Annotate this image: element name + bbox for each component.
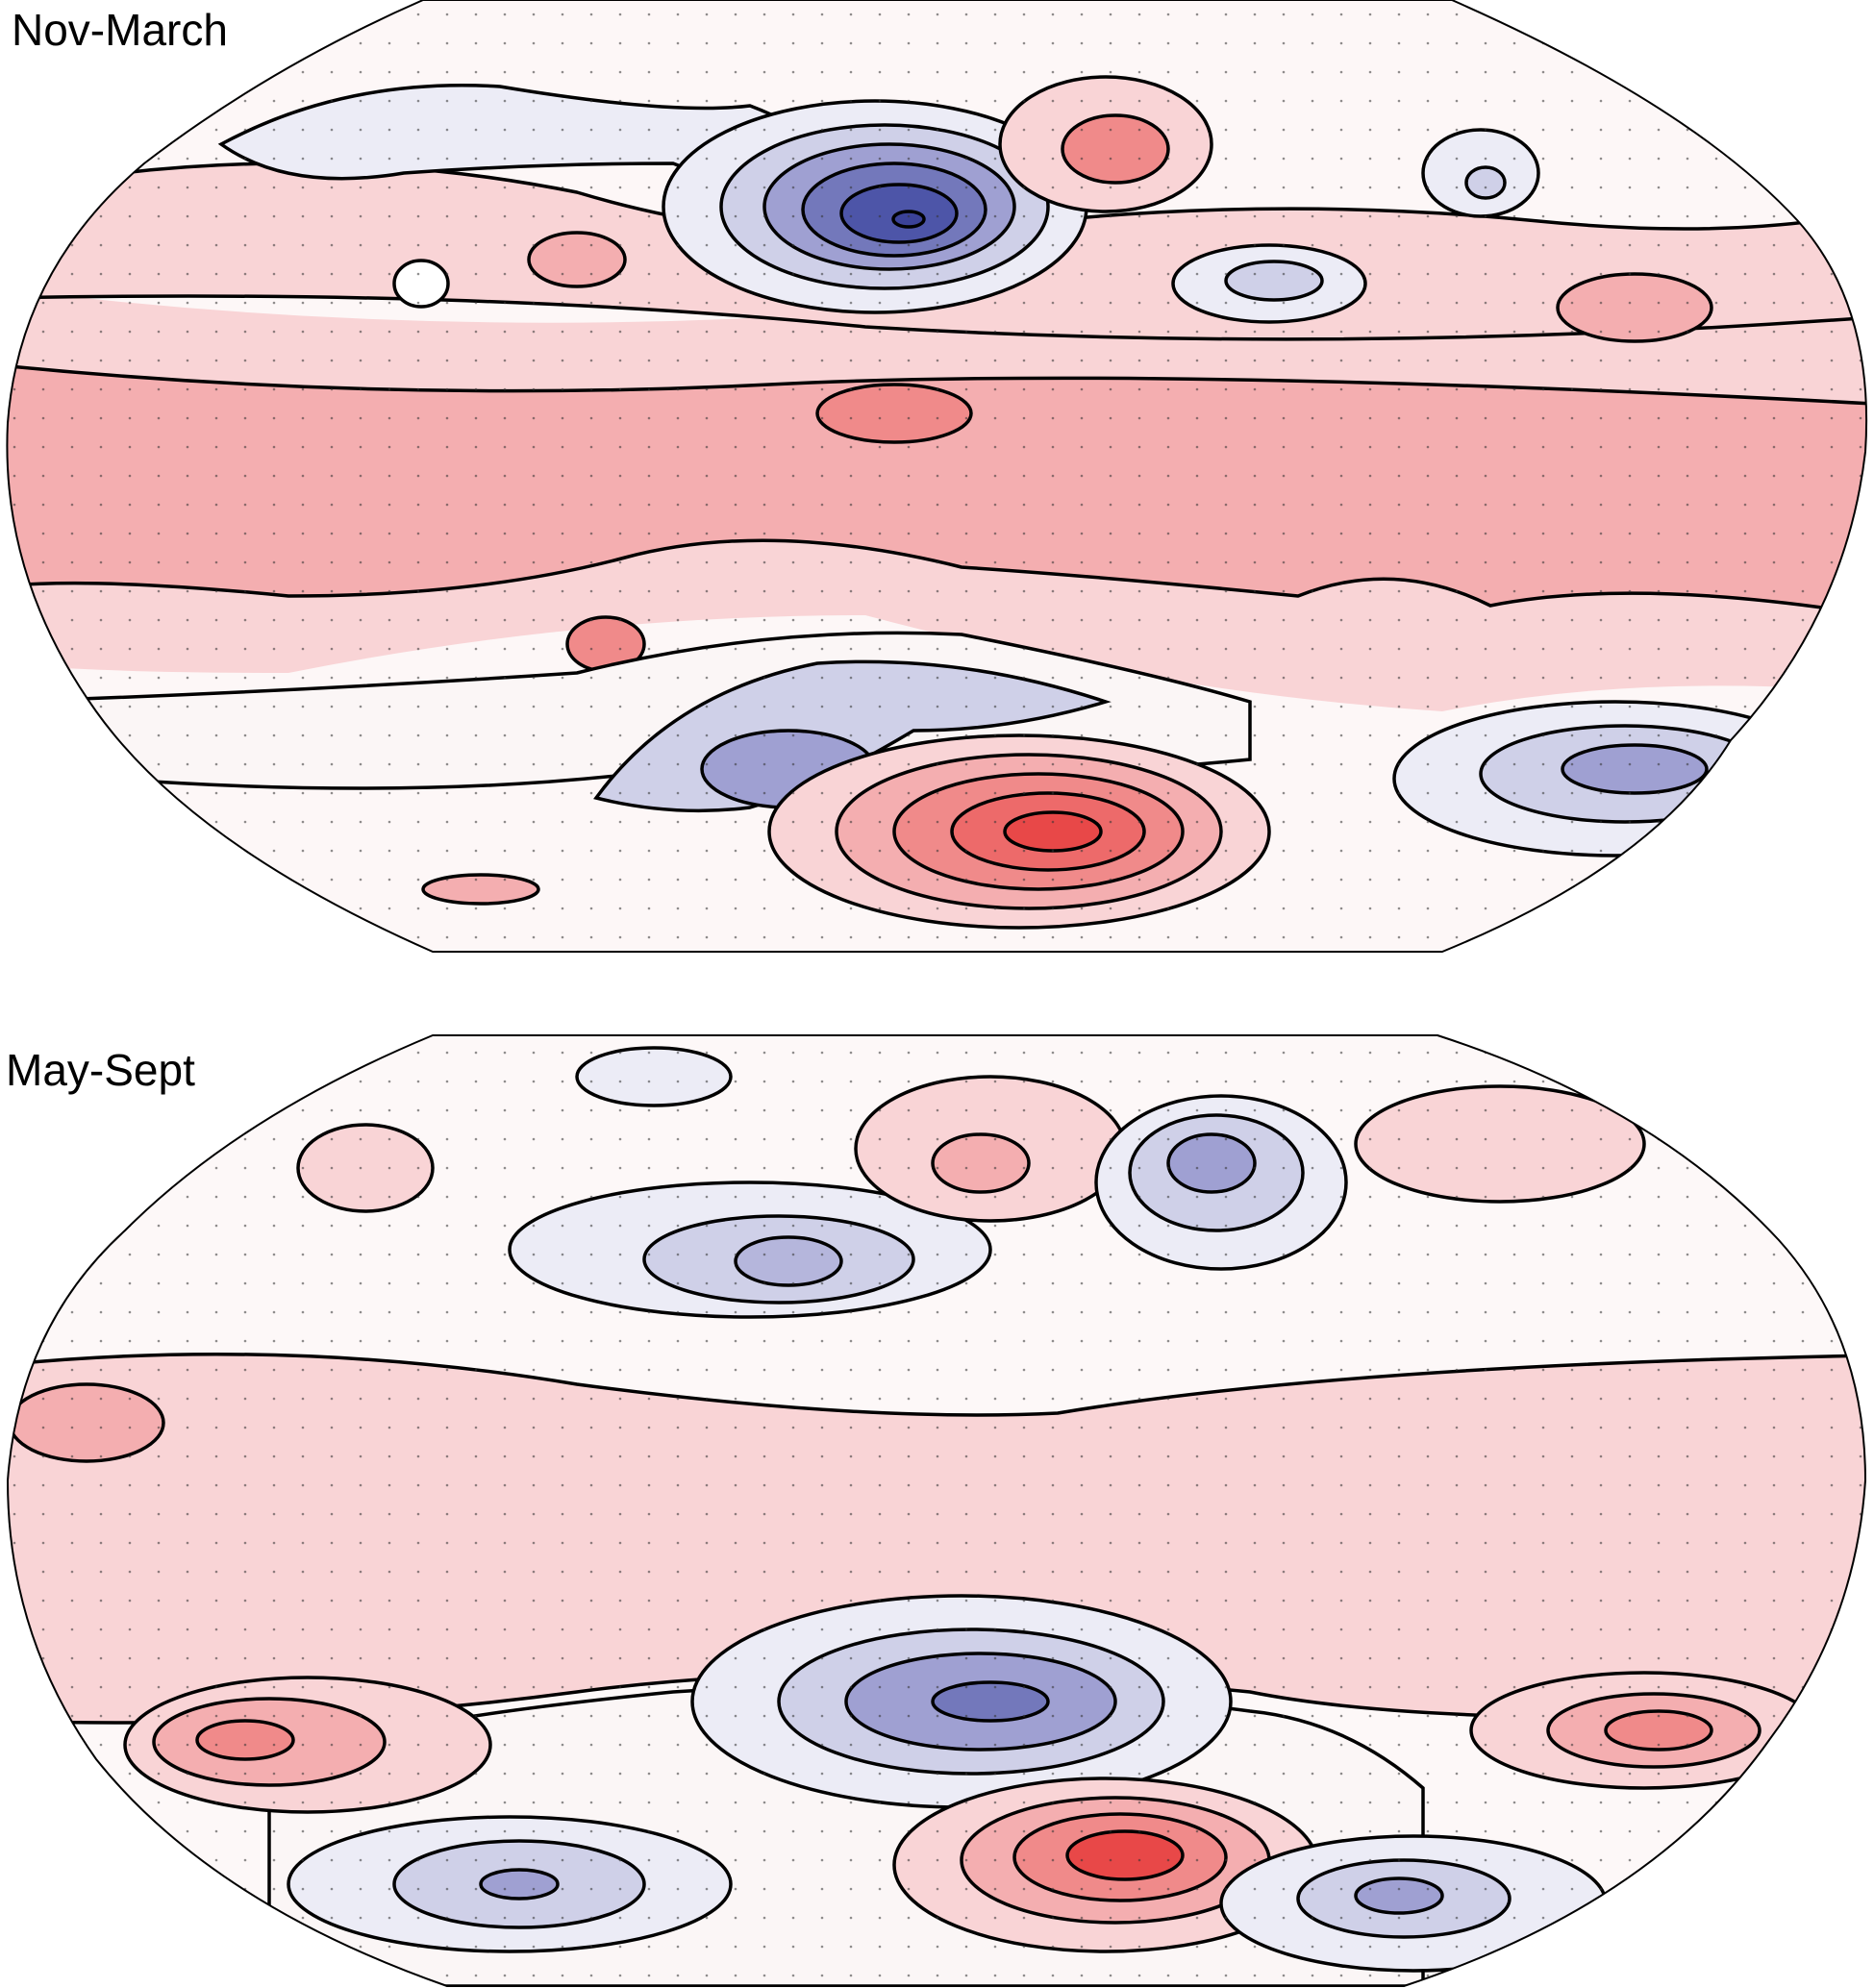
map-may-sept (8, 1035, 1865, 1986)
map-border (6, 0, 1868, 953)
map-nov-march (7, 0, 1867, 952)
dot-overlay (8, 1035, 1865, 1986)
panel-label-nov-march: Nov-March (12, 5, 228, 55)
panel-label-may-sept: May-Sept (6, 1045, 195, 1095)
dot-overlay (7, 0, 1867, 952)
map-border (6, 1034, 1867, 1987)
